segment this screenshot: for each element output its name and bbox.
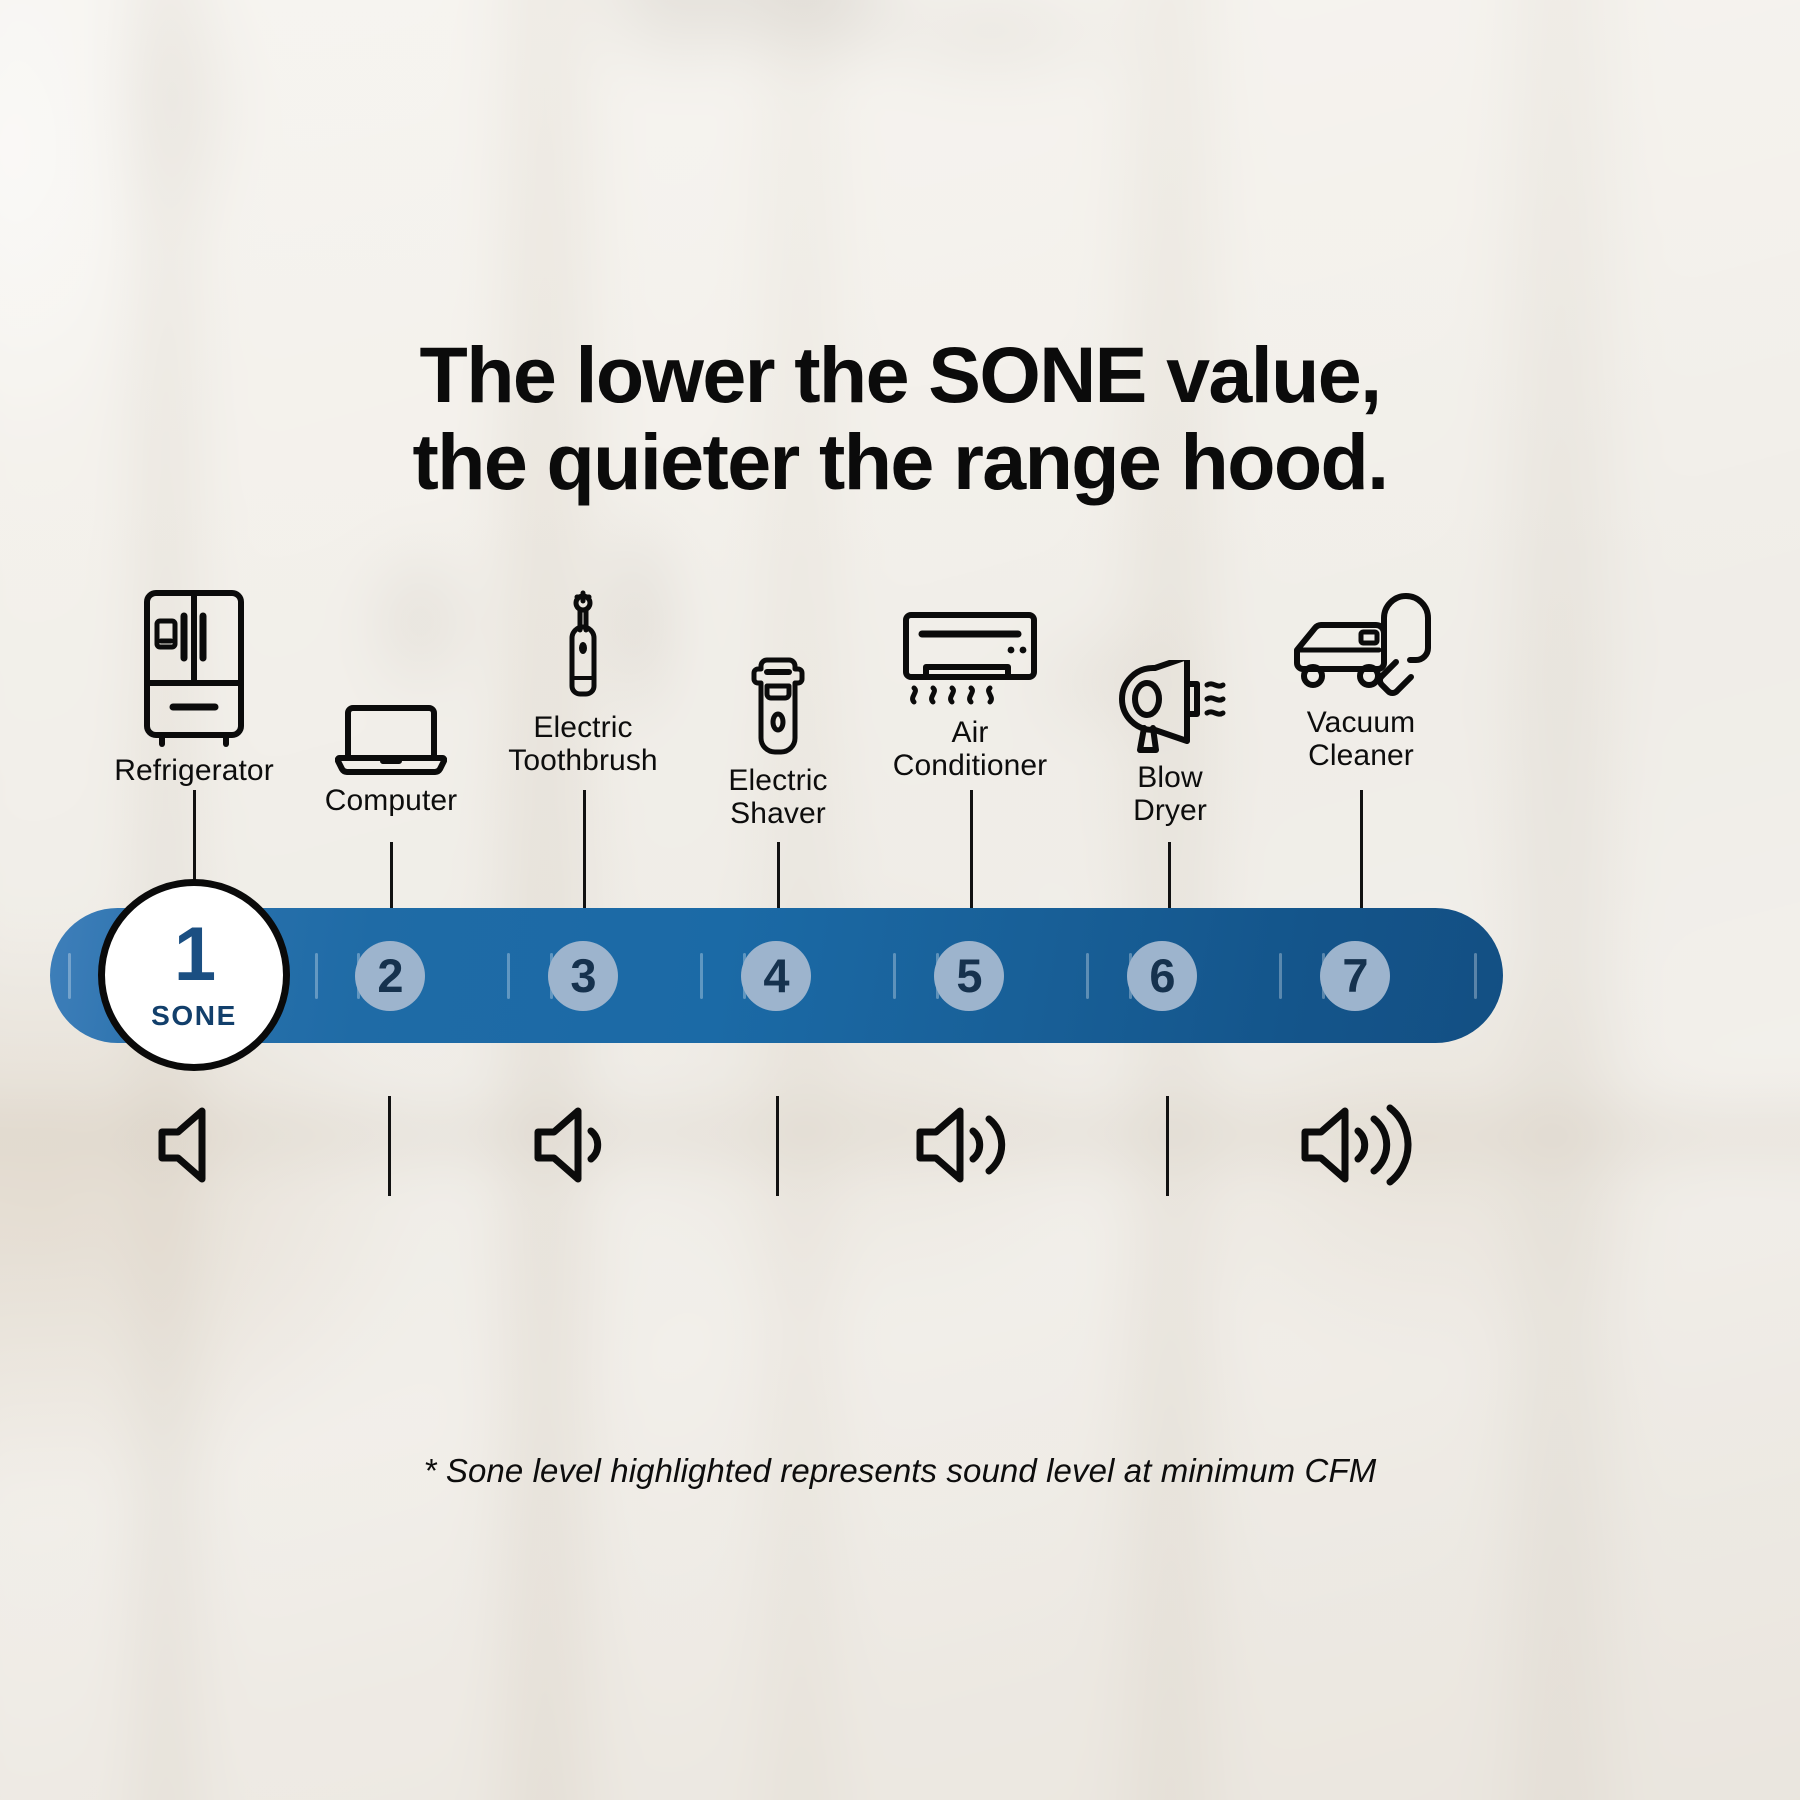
appliance-label: Electric Toothbrush [508,711,658,777]
electric-shaver-icon [663,650,893,758]
volume-low-icon [152,1104,242,1191]
appliance-blow-dryer: Blow Dryer [1055,660,1285,827]
appliance-vacuum-cleaner: Vacuum Cleaner [1246,588,1476,772]
leader-line-electric-shaver [777,842,780,970]
footnote: * Sone level highlighted represents soun… [423,1452,1377,1489]
leader-line-computer [390,842,393,970]
volume-medium-icon [528,1104,638,1191]
appliance-label: Electric Shaver [728,764,828,830]
scale-number-4: 4 [741,941,811,1011]
page-title: The lower the SONE value, the quieter th… [0,330,1800,506]
appliance-air-conditioner: Air Conditioner [855,610,1085,782]
sone-unit: SONE [151,999,237,1031]
scale-number-2: 2 [355,941,425,1011]
headline-line-2: the quieter the range hood. [412,416,1389,506]
highlighted-sone-badge: 1 SONE [98,879,290,1071]
leader-line-electric-toothbrush [583,790,586,968]
appliance-label: Refrigerator [114,754,274,787]
refrigerator-icon [79,588,309,748]
scale-number-3: 3 [548,941,618,1011]
leader-line-vacuum-cleaner [1360,790,1363,968]
air-conditioner-icon [855,610,1085,710]
electric-toothbrush-icon [468,590,698,705]
appliance-refrigerator: Refrigerator [79,588,309,788]
section-divider-2 [776,1096,779,1196]
appliance-electric-toothbrush: Electric Toothbrush [468,590,698,777]
leader-line-refrigerator [193,790,196,920]
volume-high-icon [910,1104,1038,1191]
appliance-computer: Computer [276,700,506,818]
appliance-electric-shaver: Electric Shaver [663,650,893,830]
vacuum-cleaner-icon [1246,588,1476,700]
scale-number-7: 7 [1320,941,1390,1011]
blow-dryer-icon [1055,660,1285,755]
sone-scale-bar: 2 3 4 5 6 7 [50,908,1503,1043]
appliance-label: Computer [324,784,458,817]
scale-number-6: 6 [1127,941,1197,1011]
laptop-icon [276,700,506,778]
sone-value: 1 [173,911,216,997]
leader-line-blow-dryer [1168,842,1171,970]
volume-highest-icon [1295,1104,1443,1191]
section-divider-1 [388,1096,391,1196]
appliance-label: Air Conditioner [892,716,1048,782]
headline-line-1: The lower the SONE value, [419,330,1383,419]
section-divider-3 [1166,1096,1169,1196]
appliance-label: Vacuum Cleaner [1306,706,1416,772]
scale-number-5: 5 [934,941,1004,1011]
appliance-label: Blow Dryer [1133,761,1207,827]
leader-line-air-conditioner [970,790,973,968]
